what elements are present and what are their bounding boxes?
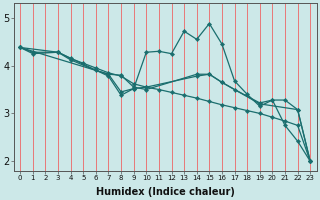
X-axis label: Humidex (Indice chaleur): Humidex (Indice chaleur) (96, 187, 235, 197)
